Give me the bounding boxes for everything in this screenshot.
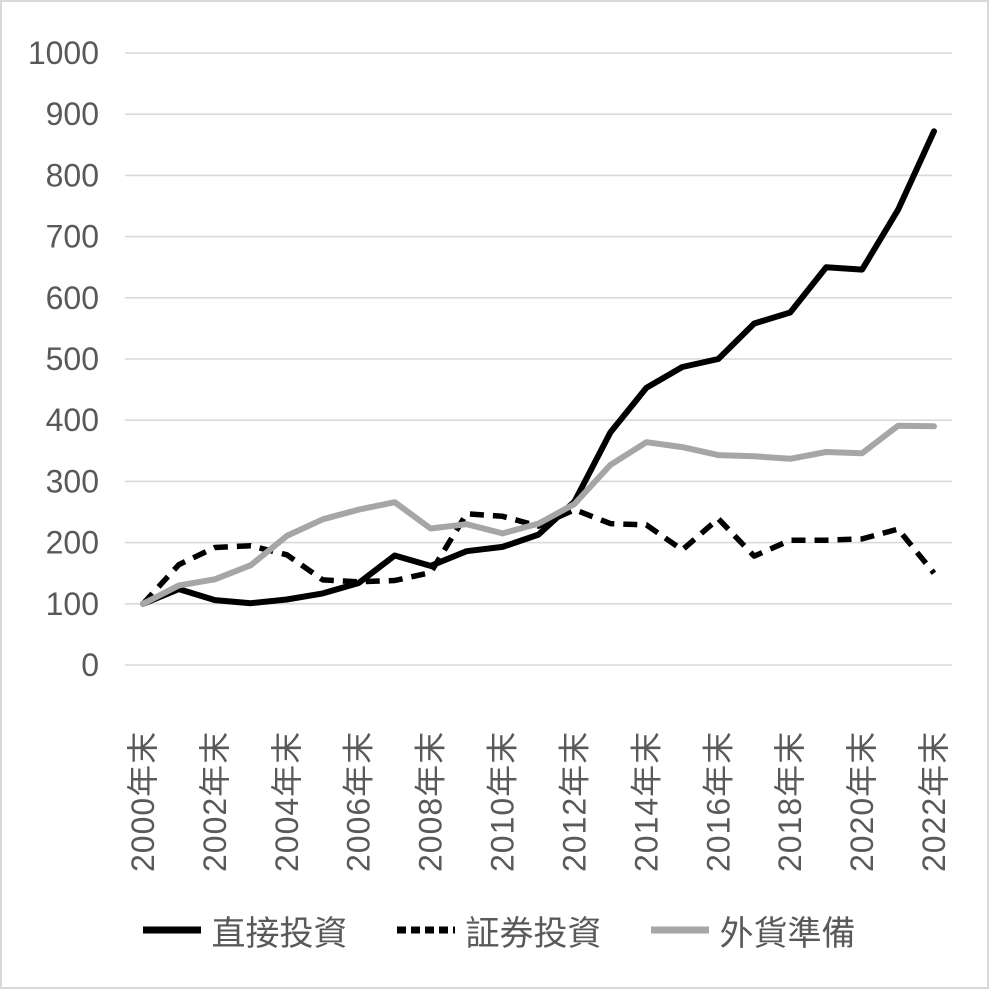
solid-black-line-swatch [142, 926, 201, 934]
y-axis-label: 600 [46, 280, 99, 316]
legend: 直接投資 証券投資 外貨準備 [2, 890, 993, 970]
x-axis-label: 2006年末 [341, 731, 377, 872]
x-axis-label: 2014年末 [628, 731, 664, 872]
y-axis-label: 100 [46, 586, 99, 622]
legend-item-direct-investment: 直接投資 [142, 906, 348, 955]
x-axis-label: 2016年末 [700, 731, 736, 872]
x-axis-label: 2002年末 [197, 731, 233, 872]
x-axis-label: 2004年末 [269, 731, 305, 872]
y-axis-label: 700 [46, 219, 99, 255]
y-axis-label: 300 [46, 463, 99, 499]
legend-label-direct-investment: 直接投資 [211, 914, 348, 953]
series-line-外貨準備 [140, 422, 937, 607]
x-axis-label: 2012年末 [556, 731, 592, 872]
legend-label-portfolio-investment: 証券投資 [465, 914, 602, 953]
legend-item-portfolio-investment: 証券投資 [396, 906, 602, 955]
x-axis-label: 2018年末 [772, 731, 808, 872]
y-axis-label: 900 [46, 96, 99, 132]
x-axis-label: 2020年末 [844, 731, 880, 872]
y-axis-label: 800 [46, 157, 99, 193]
legend-label-foreign-reserves: 外貨準備 [719, 914, 856, 953]
line-chart: 0 100 200 300 400 500 600 700 800 900 1000 2000年末 20… [28, 35, 952, 872]
legend-item-foreign-reserves: 外貨準備 [650, 906, 856, 955]
y-axis-label: 0 [81, 647, 99, 683]
dashed-black-line-swatch [396, 926, 455, 934]
x-axis-label: 2000年末 [125, 731, 161, 872]
x-axis-label: 2008年末 [413, 731, 449, 872]
y-axis-label: 1000 [28, 35, 99, 71]
y-axis-label: 200 [46, 525, 99, 561]
y-axis-label: 500 [46, 341, 99, 377]
series-line-直接投資 [140, 128, 937, 607]
y-axis-label: 400 [46, 402, 99, 438]
gray-line-swatch [650, 926, 709, 934]
x-axis-label: 2022年末 [916, 731, 952, 872]
x-axis-label: 2010年末 [485, 731, 521, 872]
